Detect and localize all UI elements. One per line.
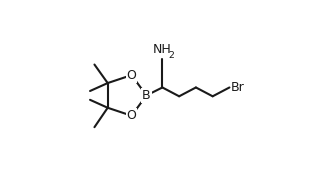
Text: B: B: [142, 89, 151, 102]
Text: O: O: [127, 69, 136, 82]
Text: NH: NH: [153, 43, 172, 56]
Text: Br: Br: [231, 81, 245, 94]
Text: O: O: [127, 109, 136, 122]
Text: 2: 2: [168, 51, 174, 60]
